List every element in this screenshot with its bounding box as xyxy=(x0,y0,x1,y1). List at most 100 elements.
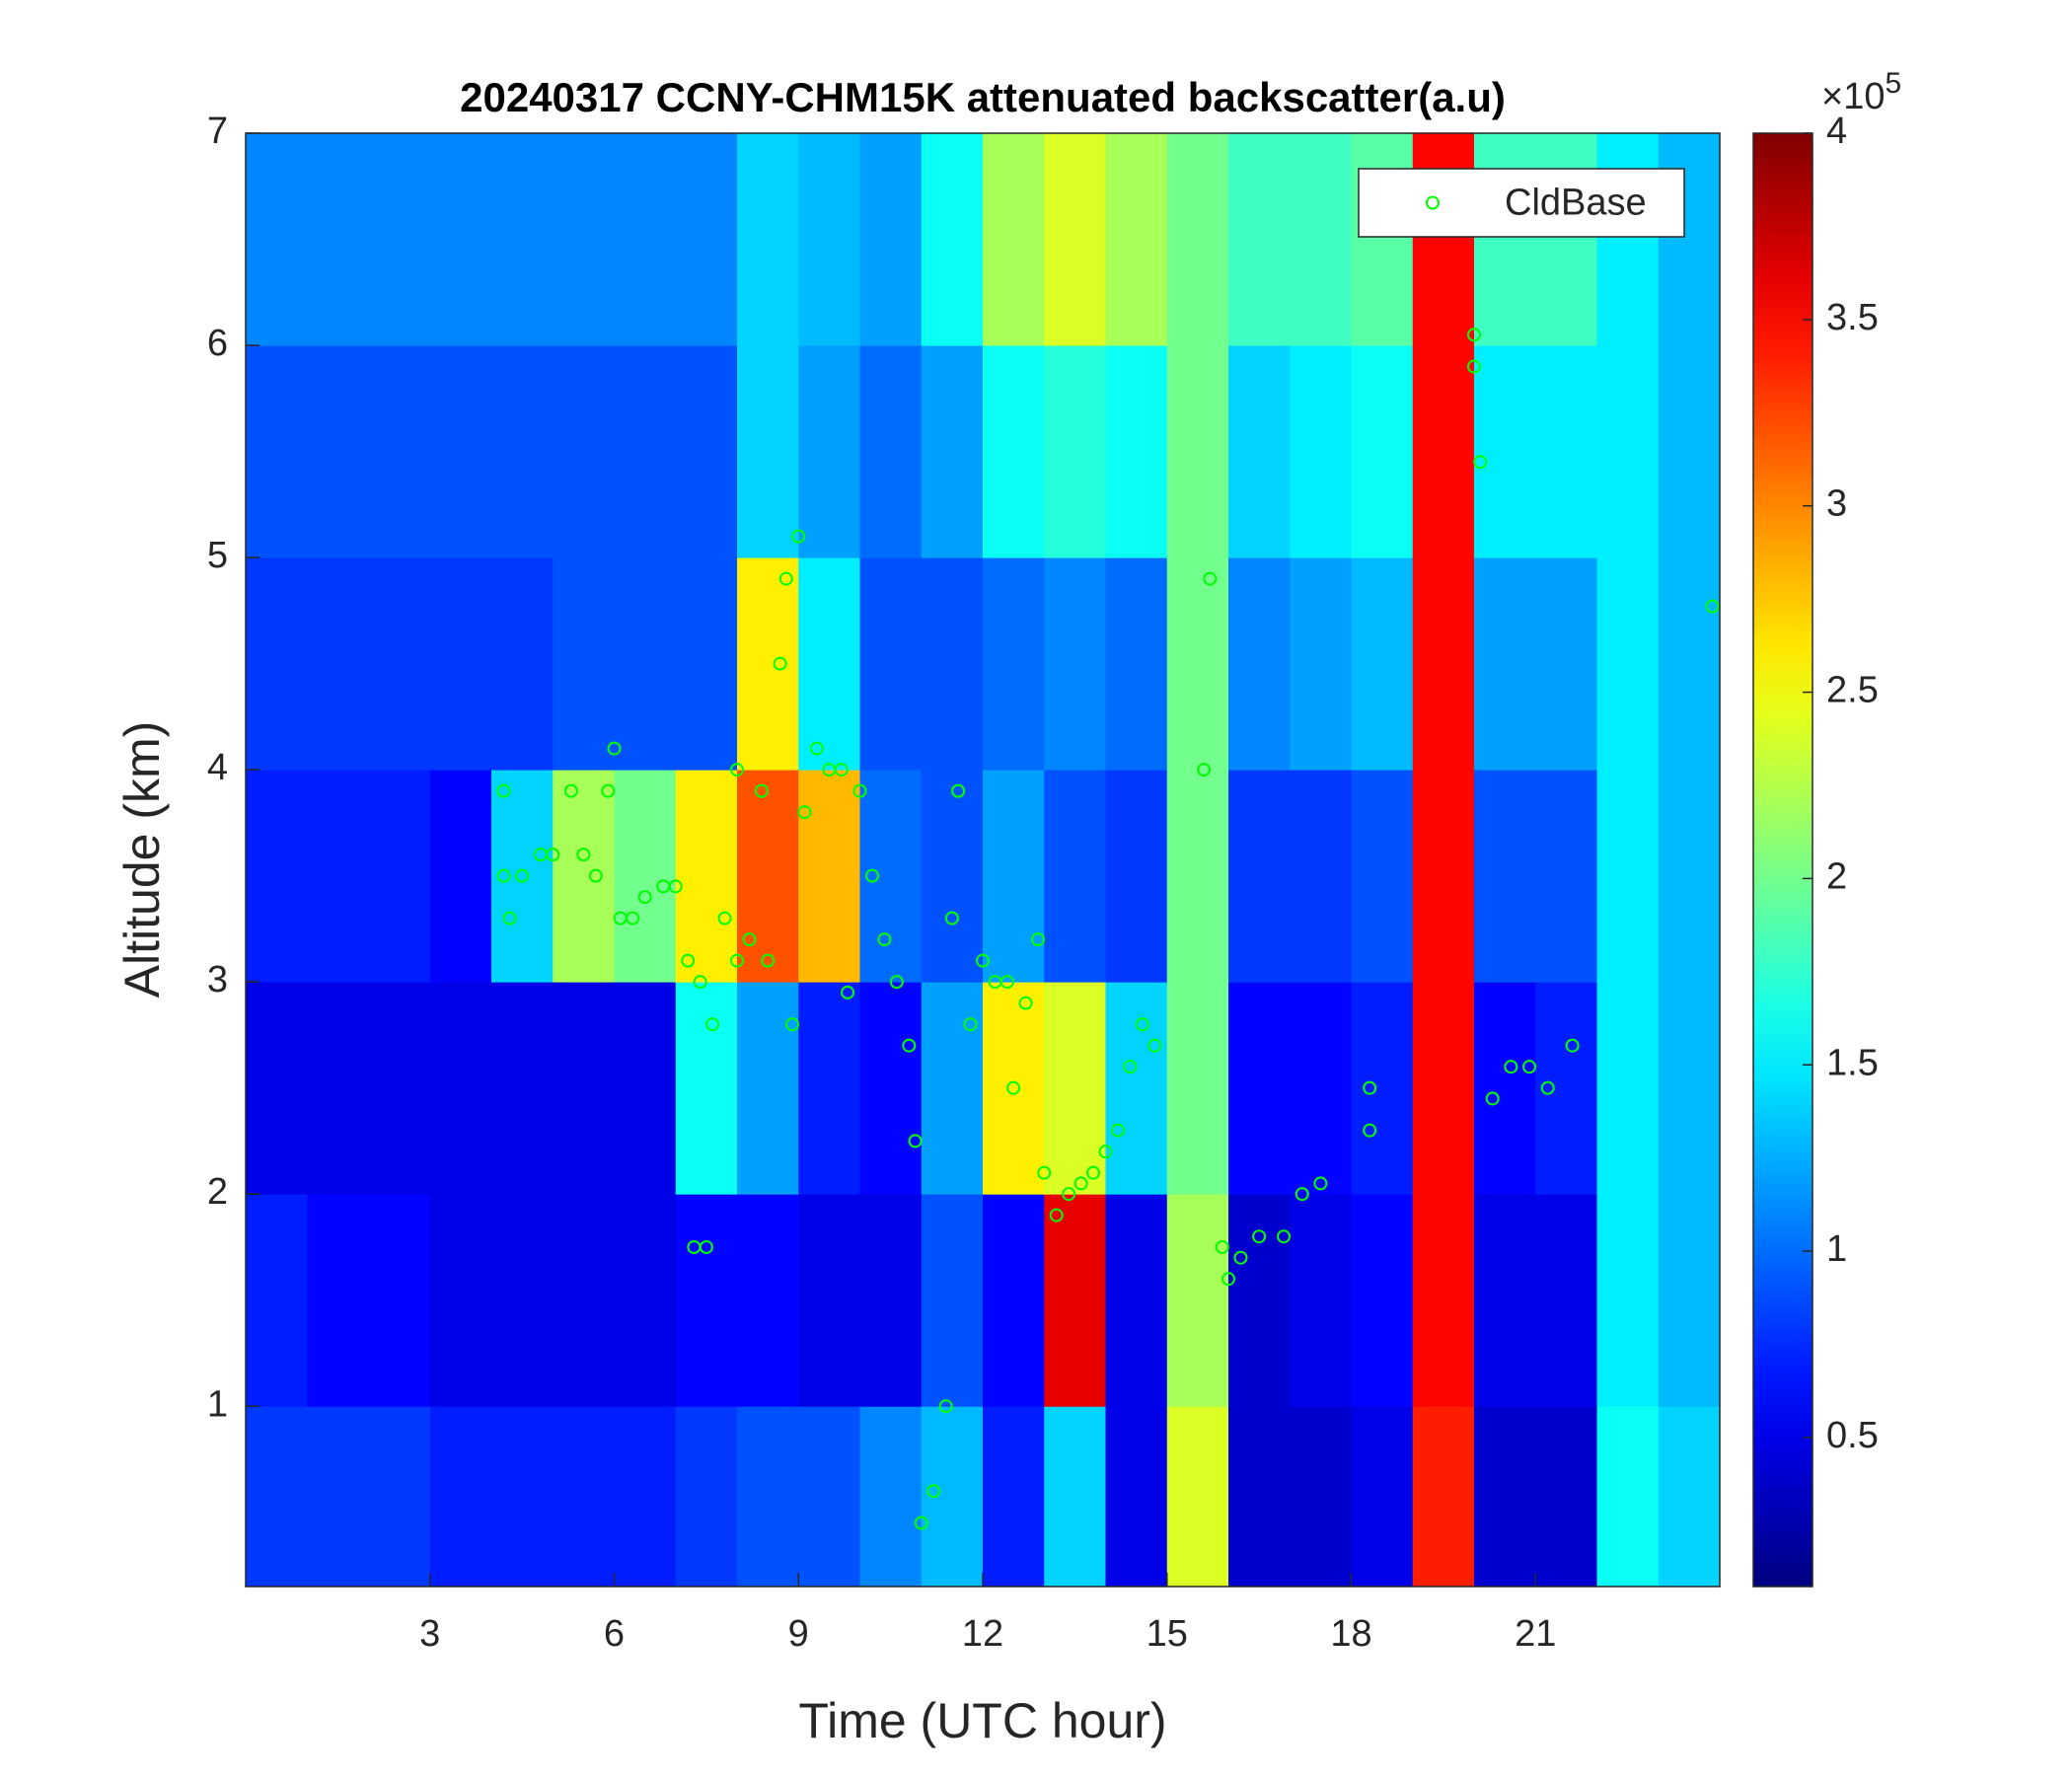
cloud-base-point xyxy=(834,763,849,777)
cloud-base-point xyxy=(1705,599,1720,614)
cloud-base-point xyxy=(754,783,769,798)
cloud-base-point xyxy=(496,783,511,798)
y-tick-label: 1 xyxy=(207,1383,228,1425)
heat-cell xyxy=(614,133,677,346)
heat-cell xyxy=(983,770,1045,983)
heat-cell xyxy=(737,133,799,346)
heat-cell xyxy=(798,557,860,771)
heat-cell xyxy=(798,1406,860,1588)
heat-cell xyxy=(1658,345,1721,558)
heat-cell xyxy=(491,1194,554,1407)
heat-cell xyxy=(1044,557,1106,771)
chart-title: 20240317 CCNY-CHM15K attenuated backscat… xyxy=(460,74,1506,120)
heat-cell xyxy=(1044,1406,1106,1588)
cloud-base-point xyxy=(1062,1187,1076,1202)
colorbar: 0.5 1 1.5 2 2.5 3 3.5 4×105 xyxy=(1752,67,1901,1588)
heat-cell xyxy=(1474,345,1536,558)
heat-cell xyxy=(1166,982,1229,1195)
heat-cell xyxy=(1596,133,1660,346)
colorbar-multiplier: ×105 xyxy=(1821,67,1901,117)
heat-cell xyxy=(553,133,615,346)
heat-cell xyxy=(1166,1406,1229,1588)
cloud-base-point xyxy=(730,953,744,968)
heat-cell xyxy=(675,1406,738,1588)
heat-cell xyxy=(1596,557,1660,771)
heat-cell xyxy=(798,133,860,346)
x-tick-label: 9 xyxy=(788,1613,809,1655)
heat-cell xyxy=(368,770,431,983)
heat-cell xyxy=(737,770,799,983)
legend-label: CldBase xyxy=(1505,183,1647,224)
heat-cell xyxy=(675,770,738,983)
cloud-base-point xyxy=(1197,763,1212,777)
cloud-base-point xyxy=(1363,1123,1377,1138)
heat-cell xyxy=(798,770,860,983)
heat-cell xyxy=(429,982,492,1195)
heat-cell xyxy=(1474,1406,1536,1588)
cloud-base-point xyxy=(693,975,707,990)
cloud-base-point xyxy=(705,1017,720,1032)
heat-cell xyxy=(1228,557,1291,771)
heat-cell xyxy=(1412,345,1475,558)
heat-cell xyxy=(1658,770,1721,983)
heat-cell xyxy=(1228,982,1291,1195)
cloud-base-point xyxy=(791,529,806,544)
heat-cell xyxy=(983,133,1045,346)
cloud-base-point xyxy=(607,741,622,756)
heat-cell xyxy=(859,345,923,558)
heat-cell xyxy=(1228,770,1291,983)
cloud-base-point xyxy=(1313,1176,1328,1191)
heat-cell xyxy=(1290,1194,1352,1407)
heat-cell xyxy=(675,557,738,771)
heat-cell xyxy=(675,982,738,1195)
heat-cell xyxy=(1596,1194,1660,1407)
legend: CldBase xyxy=(1358,168,1685,238)
heat-cell xyxy=(1596,345,1660,558)
colorbar-tick-label: 0.5 xyxy=(1826,1415,1879,1456)
heat-cell xyxy=(553,345,615,558)
heat-cell xyxy=(1105,133,1168,346)
cloud-base-point xyxy=(773,656,787,671)
heat-cell xyxy=(1474,770,1536,983)
cloud-base-point xyxy=(1485,1091,1500,1106)
y-tick-label: 3 xyxy=(207,959,228,1000)
heat-cell xyxy=(1166,345,1229,558)
heat-cell xyxy=(614,345,677,558)
heat-cell xyxy=(429,770,492,983)
cloud-base-point xyxy=(809,741,824,756)
colorbar-tick-label: 2 xyxy=(1826,855,1847,897)
cloud-base-point xyxy=(1295,1187,1309,1202)
colorbar-tick-label: 2.5 xyxy=(1826,670,1879,711)
cloud-base-point xyxy=(761,953,776,968)
heat-cell xyxy=(1105,982,1168,1195)
cloud-base-point xyxy=(742,932,757,947)
cloud-base-point xyxy=(1123,1060,1138,1074)
heat-cell xyxy=(921,133,984,346)
cloud-base-point xyxy=(699,1239,713,1254)
cloud-base-point xyxy=(852,783,867,798)
cloud-base-point xyxy=(976,953,990,968)
cloud-base-point xyxy=(1277,1229,1292,1244)
heat-cell xyxy=(429,345,492,558)
heat-cell xyxy=(1658,1194,1721,1407)
heat-cell xyxy=(798,1194,860,1407)
cloud-base-point xyxy=(668,879,683,894)
heat-cell xyxy=(1044,1194,1106,1407)
heat-cell xyxy=(368,1406,431,1588)
heat-cell xyxy=(737,1194,799,1407)
heat-cell xyxy=(429,1406,492,1588)
y-tick-label: 6 xyxy=(207,323,228,364)
cloud-base-point xyxy=(1073,1176,1088,1191)
cloud-base-point xyxy=(576,848,591,862)
heat-cell xyxy=(1351,1194,1414,1407)
heat-cell xyxy=(553,557,615,771)
x-tick-label: 12 xyxy=(962,1613,1003,1655)
heat-cell xyxy=(983,982,1045,1195)
heat-cell xyxy=(859,133,923,346)
heat-cell xyxy=(1474,557,1536,771)
heat-cell xyxy=(859,1194,923,1407)
colorbar-tick-label: 1.5 xyxy=(1826,1042,1879,1083)
heat-cell xyxy=(553,1406,615,1588)
heat-cell xyxy=(614,557,677,771)
